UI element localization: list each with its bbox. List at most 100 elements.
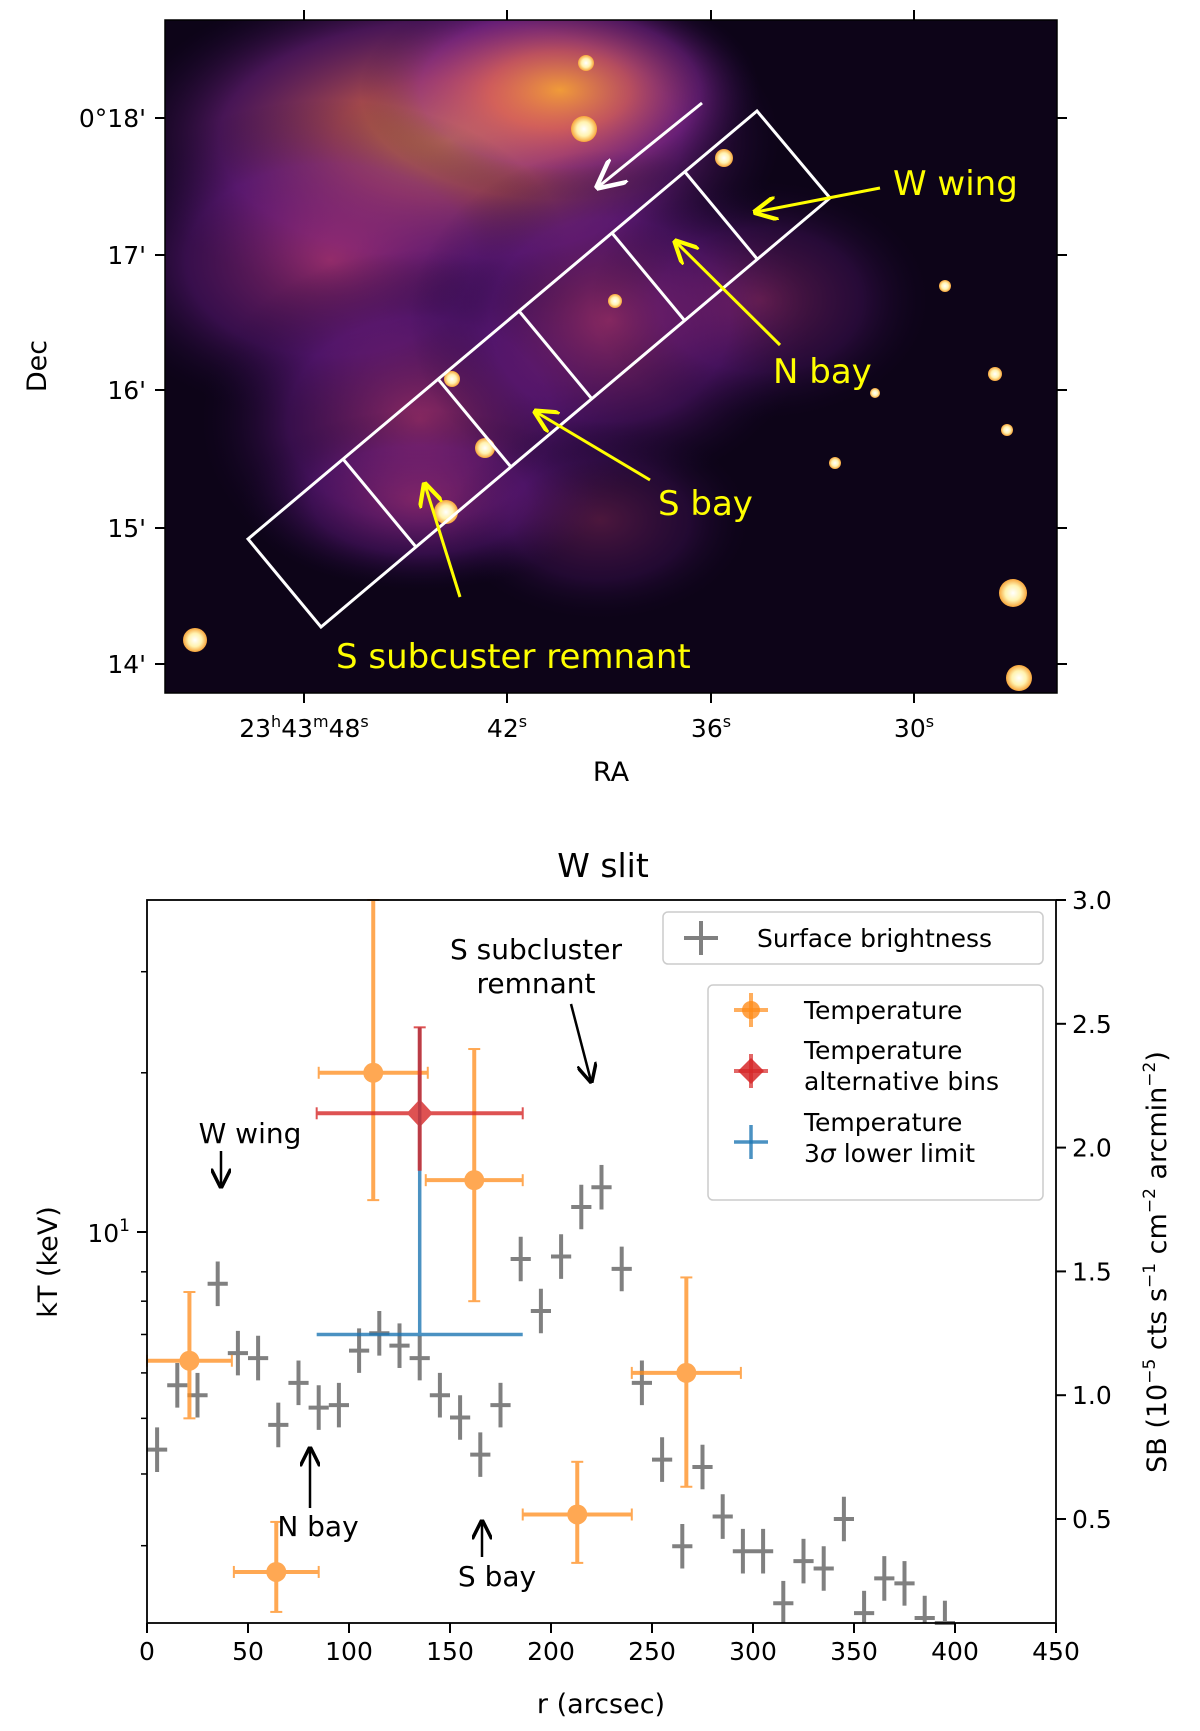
image-ticks (155, 10, 1067, 703)
temp-marker (676, 1362, 697, 1383)
slit-divider (610, 232, 687, 322)
sb-point (510, 1236, 531, 1282)
y-major-tick: 101 (87, 1216, 147, 1248)
y2-tick-label: 2.5 (1072, 1010, 1112, 1039)
plot-title: W slit (557, 846, 649, 885)
sb-point (591, 1164, 612, 1210)
annotation-w-wing: W wing (893, 164, 1018, 204)
sb-point (551, 1234, 572, 1279)
temp-marker (464, 1170, 485, 1191)
temp-marker (363, 1062, 384, 1083)
y2-tick-label: 0.5 (1072, 1505, 1112, 1534)
sb-point (934, 1600, 955, 1625)
sb-point (914, 1595, 935, 1623)
sb-point (652, 1437, 673, 1482)
x-tick-label: 100 (325, 1637, 373, 1666)
sb-point (571, 1184, 592, 1230)
profile-plot: W slit 0 50 100 150 200 250 300 350 400 450 0.5 1.… (33, 846, 1173, 1720)
temperature-point (424, 1048, 524, 1303)
x-tick-label: 450 (1032, 1637, 1080, 1666)
sb-point (874, 1556, 895, 1601)
sb-point (429, 1372, 450, 1418)
image-annotation-arrows (425, 186, 881, 598)
sb-point (409, 1335, 430, 1381)
sb-point (631, 1360, 652, 1406)
x-tick-label: 400 (931, 1637, 979, 1666)
sb-point (773, 1580, 794, 1623)
temperature-point (317, 899, 429, 1202)
plot-annotations: W wing N bay S bay S subcluster remnant (199, 933, 623, 1593)
slit-divider (436, 378, 513, 468)
temp-marker (179, 1350, 200, 1371)
plot-frame (146, 899, 1057, 1624)
legend-label: Temperature (803, 996, 962, 1025)
legend-label: Temperature (803, 1108, 962, 1137)
image-panel: W wing N bay S bay S subcuster remnant 0… (22, 10, 1067, 788)
image-frame (164, 19, 1058, 694)
direction-arrow (598, 101, 703, 187)
alt-marker (406, 1099, 433, 1128)
legend-temperature: Temperature Temperature alternative bins… (707, 984, 1044, 1201)
ra-tick-labels: 23h43m48s 42s 36s 30s (239, 712, 934, 743)
diffuse-emission (165, 20, 930, 620)
dec-tick-label: 16' (107, 376, 146, 405)
x-tick-label: 150 (426, 1637, 474, 1666)
annotation-arrow (569, 1003, 591, 1081)
sb-point (268, 1402, 289, 1448)
dec-axis-label: Dec (22, 340, 53, 392)
y2-axis-label: SB (10−5 cts s−1 cm−2 arcmin−2) (1140, 1051, 1173, 1473)
temperature-point (232, 1520, 320, 1613)
temperature-alt-point (315, 1026, 524, 1171)
sb-point (611, 1246, 632, 1292)
sb-point (328, 1382, 349, 1428)
dec-tick-label: 14' (107, 650, 146, 679)
x-axis-label: r (arcsec) (537, 1689, 665, 1720)
ra-axis-label: RA (593, 757, 630, 788)
sb-point (672, 1523, 693, 1569)
sb-point (894, 1561, 915, 1606)
legend-label: Temperature (803, 1036, 962, 1065)
sb-point (470, 1432, 491, 1477)
slit-divider (341, 458, 418, 548)
ra-tick-label: 42s (487, 712, 527, 743)
x-tick-label: 300 (729, 1637, 777, 1666)
x-tick-label: 350 (830, 1637, 878, 1666)
legend-sb: Surface brightness (662, 911, 1044, 965)
y-tick-label: 101 (87, 1216, 130, 1248)
sb-point (490, 1382, 511, 1428)
slit-divider (683, 171, 760, 261)
annotation-s-bay: S bay (658, 484, 753, 524)
dec-tick-label: 17' (107, 241, 146, 270)
y2-tick-label: 1.5 (1072, 1257, 1112, 1286)
legend-label: Surface brightness (757, 924, 992, 953)
sb-point (288, 1360, 309, 1406)
sb-point (692, 1444, 713, 1490)
sb-point (854, 1590, 875, 1623)
dec-tick-label: 15' (107, 514, 146, 543)
dec-tick-label: 0°18' (79, 104, 146, 133)
slit-divider (517, 310, 594, 400)
annotation-n-bay: N bay (773, 352, 872, 392)
y2-tick-label: 2.0 (1072, 1134, 1112, 1163)
legend-label: alternative bins (804, 1067, 999, 1096)
y2-tick-label: 1.0 (1072, 1381, 1112, 1410)
point-sources (183, 55, 1032, 691)
annotation-s-bay: S bay (458, 1560, 536, 1593)
x-tick-label: 250 (628, 1637, 676, 1666)
annotation-s-remnant: remnant (476, 967, 595, 1000)
image-annotations: W wing N bay S bay S subcuster remnant (336, 164, 1018, 677)
annotation-s-remnant: S subcuster remnant (336, 637, 691, 677)
x-tick-label: 0 (139, 1637, 155, 1666)
sb-point (753, 1528, 774, 1574)
sb-point (712, 1494, 733, 1539)
legend-label: 3σ lower limit (804, 1139, 975, 1168)
sb-point (248, 1335, 269, 1381)
sb-point (813, 1546, 834, 1591)
sb-point (227, 1330, 248, 1376)
annotation-s-remnant: S subcluster (450, 933, 622, 966)
temperature-point (146, 1291, 233, 1420)
sb-point (147, 1427, 168, 1472)
sb-point (732, 1528, 753, 1574)
ra-tick-label: 36s (691, 712, 731, 743)
dec-tick-labels: 0°18' 17' 16' 15' 14' (79, 104, 146, 679)
